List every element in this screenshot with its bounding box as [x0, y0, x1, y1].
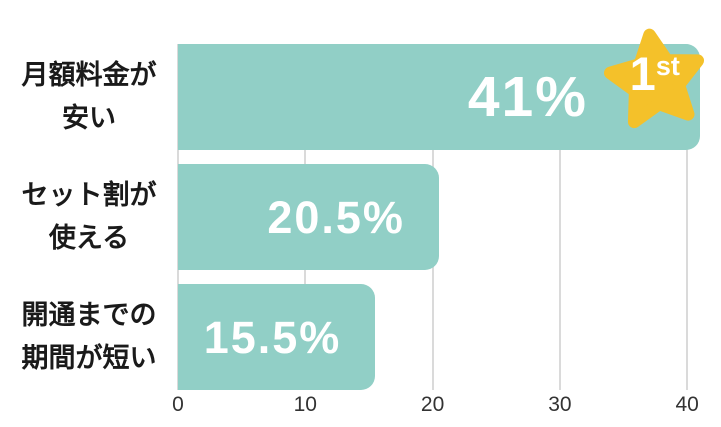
category-label: 月額料金が 安い	[21, 59, 157, 133]
x-tick-label: 10	[293, 393, 317, 416]
bar-value-label: 15.5%	[203, 311, 342, 363]
x-tick-label: 0	[172, 393, 184, 416]
first-place-badge: 1st	[598, 18, 714, 140]
bar-row: 月額料金が 安い 41% 1st	[0, 28, 721, 150]
badge-rank-label: 1st	[630, 50, 680, 97]
x-tick-label: 30	[548, 393, 572, 416]
badge-rank-suffix: st	[655, 50, 680, 81]
category-label: 開通までの 期間が短い	[21, 299, 157, 373]
badge-rank-number: 1	[629, 46, 656, 100]
bar-row: セット割が 使える 20.5%	[0, 164, 721, 270]
bar-value-label: 20.5%	[267, 191, 405, 243]
gridline	[558, 44, 561, 390]
bar: 41% 1st	[178, 28, 704, 150]
bar-row: 開通までの 期間が短い 15.5%	[0, 284, 721, 390]
x-tick-label: 20	[420, 393, 445, 416]
category-label: セット割が 使える	[21, 179, 157, 253]
star-icon	[603, 28, 704, 129]
bar: 15.5%	[178, 284, 376, 390]
bar-value-label: 41%	[467, 64, 588, 129]
x-tick-label: 40	[675, 393, 699, 416]
gridline	[686, 44, 689, 390]
bar: 20.5%	[178, 164, 439, 270]
